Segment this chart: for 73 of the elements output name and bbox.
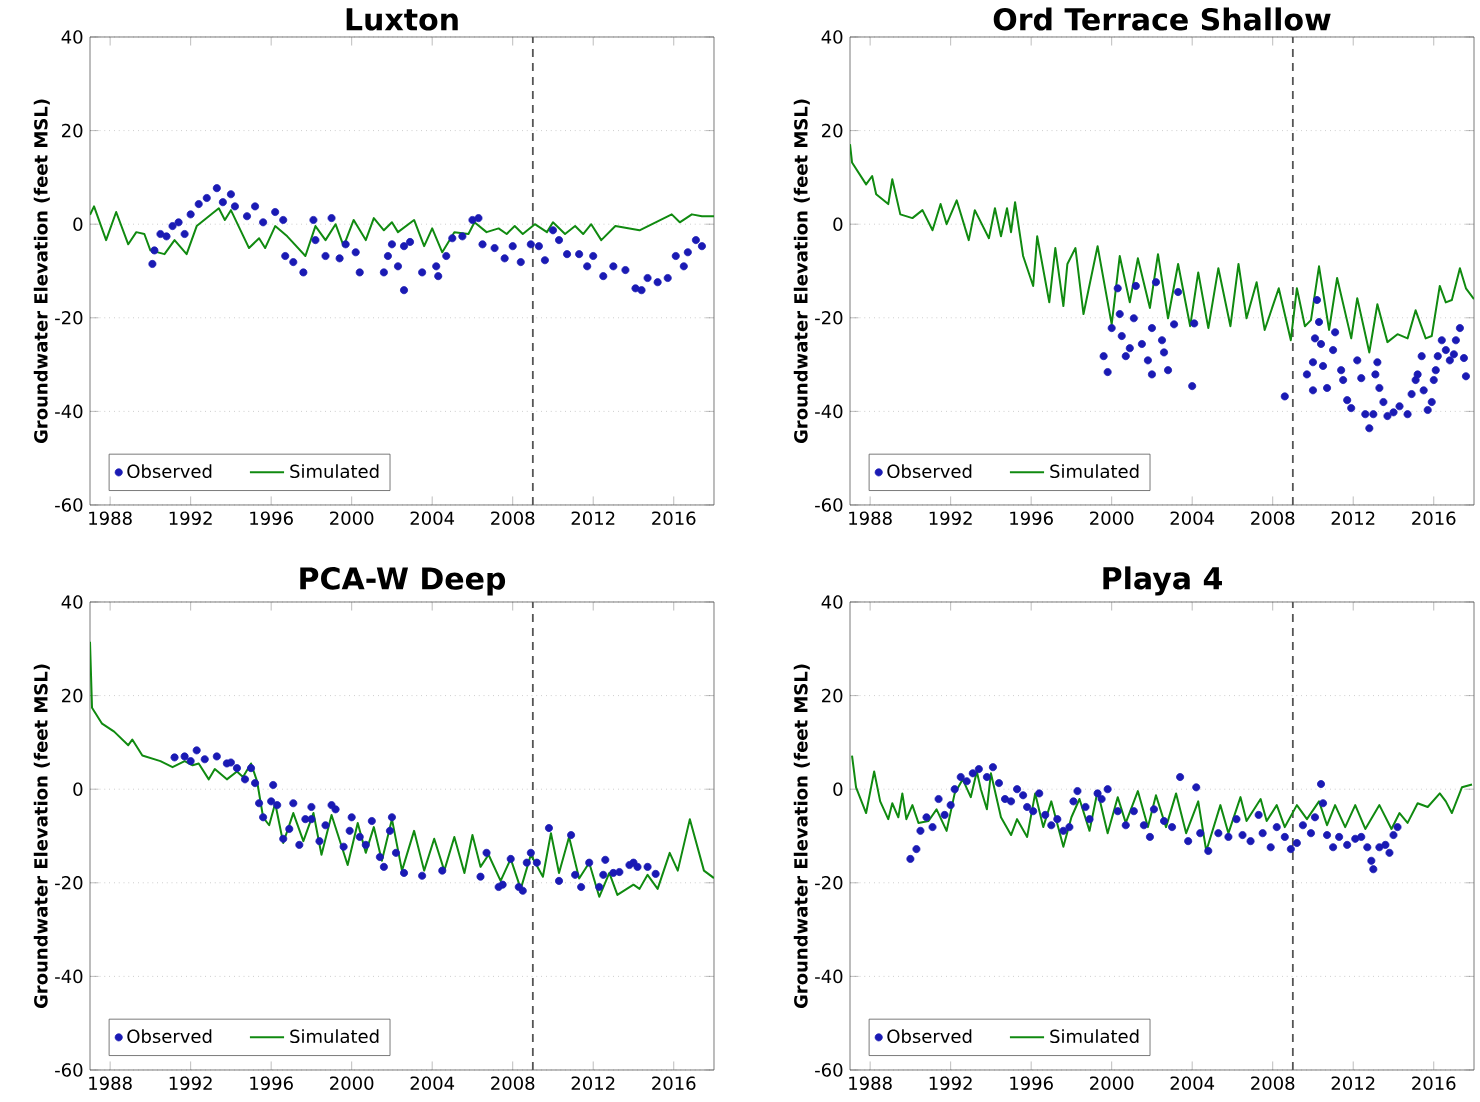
x-tick-label: 2012: [1331, 1076, 1375, 1090]
y-tick-label: 40: [821, 30, 843, 44]
y-axis-title: Groundwater Elevation (feet MSL): [33, 99, 50, 444]
y-tick-label: -20: [55, 875, 83, 890]
y-tick-label: -20: [55, 310, 83, 325]
x-tick-label: 2016: [652, 1076, 696, 1090]
y-axis-title: Groundwater Elevation (feet MSL): [793, 99, 810, 444]
legend-label: Simulated: [290, 464, 379, 479]
chart-title: Ord Terrace Shallow: [993, 7, 1331, 31]
x-tick-label: 2004: [1170, 1076, 1215, 1090]
chart-title: Luxton: [346, 8, 458, 31]
legend-label: Simulated: [290, 1029, 379, 1044]
x-tick-label: 2004: [410, 1076, 455, 1090]
y-tick-label: 40: [61, 595, 83, 609]
x-tick-label: 2000: [1090, 511, 1134, 525]
y-tick-label: -40: [815, 404, 843, 419]
x-tick-label: 1988: [849, 511, 892, 525]
y-tick-label: 0: [73, 217, 83, 231]
legend-label: Simulated: [1050, 464, 1139, 479]
x-tick-label: 1992: [169, 1076, 212, 1090]
x-tick-label: 2000: [330, 1076, 374, 1090]
legend-label: Observed: [127, 464, 212, 479]
chart-title: PCA-W Deep: [300, 567, 506, 596]
y-tick-label: 40: [821, 595, 843, 609]
y-tick-label: 20: [62, 688, 83, 703]
y-tick-label: -20: [815, 310, 843, 325]
x-tick-label: 2000: [330, 511, 374, 525]
x-tick-label: 2004: [1170, 511, 1215, 525]
x-tick-label: 2012: [571, 511, 615, 525]
y-tick-label: 0: [833, 217, 843, 231]
y-tick-label: -60: [55, 498, 83, 512]
x-tick-label: 1992: [929, 511, 972, 525]
y-tick-label: -20: [815, 875, 843, 890]
x-tick-label: 2008: [1251, 1076, 1295, 1090]
y-tick-label: 20: [822, 123, 843, 138]
y-tick-label: -40: [815, 969, 843, 984]
y-tick-label: 0: [73, 782, 83, 796]
legend-label: Observed: [887, 464, 972, 479]
x-tick-label: 2008: [491, 1076, 535, 1090]
x-tick-label: 2012: [571, 1076, 615, 1090]
x-tick-label: 2016: [652, 511, 696, 525]
x-tick-label: 1996: [250, 1076, 293, 1090]
x-tick-label: 1992: [929, 1076, 972, 1090]
legend-label: Simulated: [1050, 1029, 1139, 1044]
y-tick-label: -60: [815, 498, 843, 512]
x-tick-label: 2000: [1090, 1076, 1134, 1090]
x-tick-label: 2016: [1412, 1076, 1456, 1090]
y-tick-label: 0: [833, 782, 843, 796]
y-tick-label: -60: [55, 1063, 83, 1077]
line-series: [90, 640, 714, 898]
y-tick-label: 20: [822, 688, 843, 703]
y-axis-title: Groundwater Elevation (feet MSL): [793, 664, 810, 1009]
x-tick-label: 2016: [1412, 511, 1456, 525]
y-tick-label: -40: [55, 404, 83, 419]
x-tick-label: 1996: [250, 511, 293, 525]
x-tick-label: 1988: [89, 1076, 132, 1090]
y-axis-title: Groundwater Elevation (feet MSL): [33, 664, 50, 1009]
y-tick-label: 40: [61, 30, 83, 44]
legend-label: Observed: [887, 1029, 972, 1044]
x-tick-label: 2004: [410, 511, 455, 525]
x-tick-label: 1996: [1010, 1076, 1053, 1090]
y-tick-label: -60: [815, 1063, 843, 1077]
x-tick-label: 2012: [1331, 511, 1375, 525]
legend-label: Observed: [127, 1029, 212, 1044]
x-tick-label: 1996: [1010, 511, 1053, 525]
x-tick-label: 1988: [89, 511, 132, 525]
y-tick-label: -40: [55, 969, 83, 984]
x-tick-label: 1992: [169, 511, 212, 525]
x-tick-label: 2008: [491, 511, 535, 525]
chart-title: Playa 4: [1103, 566, 1222, 596]
x-tick-label: 1988: [849, 1076, 892, 1090]
y-tick-label: 20: [62, 123, 83, 138]
x-tick-label: 2008: [1251, 511, 1295, 525]
